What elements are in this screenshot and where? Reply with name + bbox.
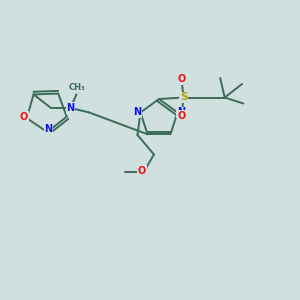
Text: N: N <box>133 107 141 118</box>
Text: O: O <box>20 112 28 122</box>
Text: N: N <box>66 103 74 113</box>
Text: N: N <box>177 107 185 118</box>
Text: O: O <box>178 111 186 121</box>
Text: S: S <box>180 92 187 103</box>
Text: N: N <box>44 124 52 134</box>
Text: CH₃: CH₃ <box>68 83 85 92</box>
Text: O: O <box>178 74 186 84</box>
Text: O: O <box>138 166 146 176</box>
